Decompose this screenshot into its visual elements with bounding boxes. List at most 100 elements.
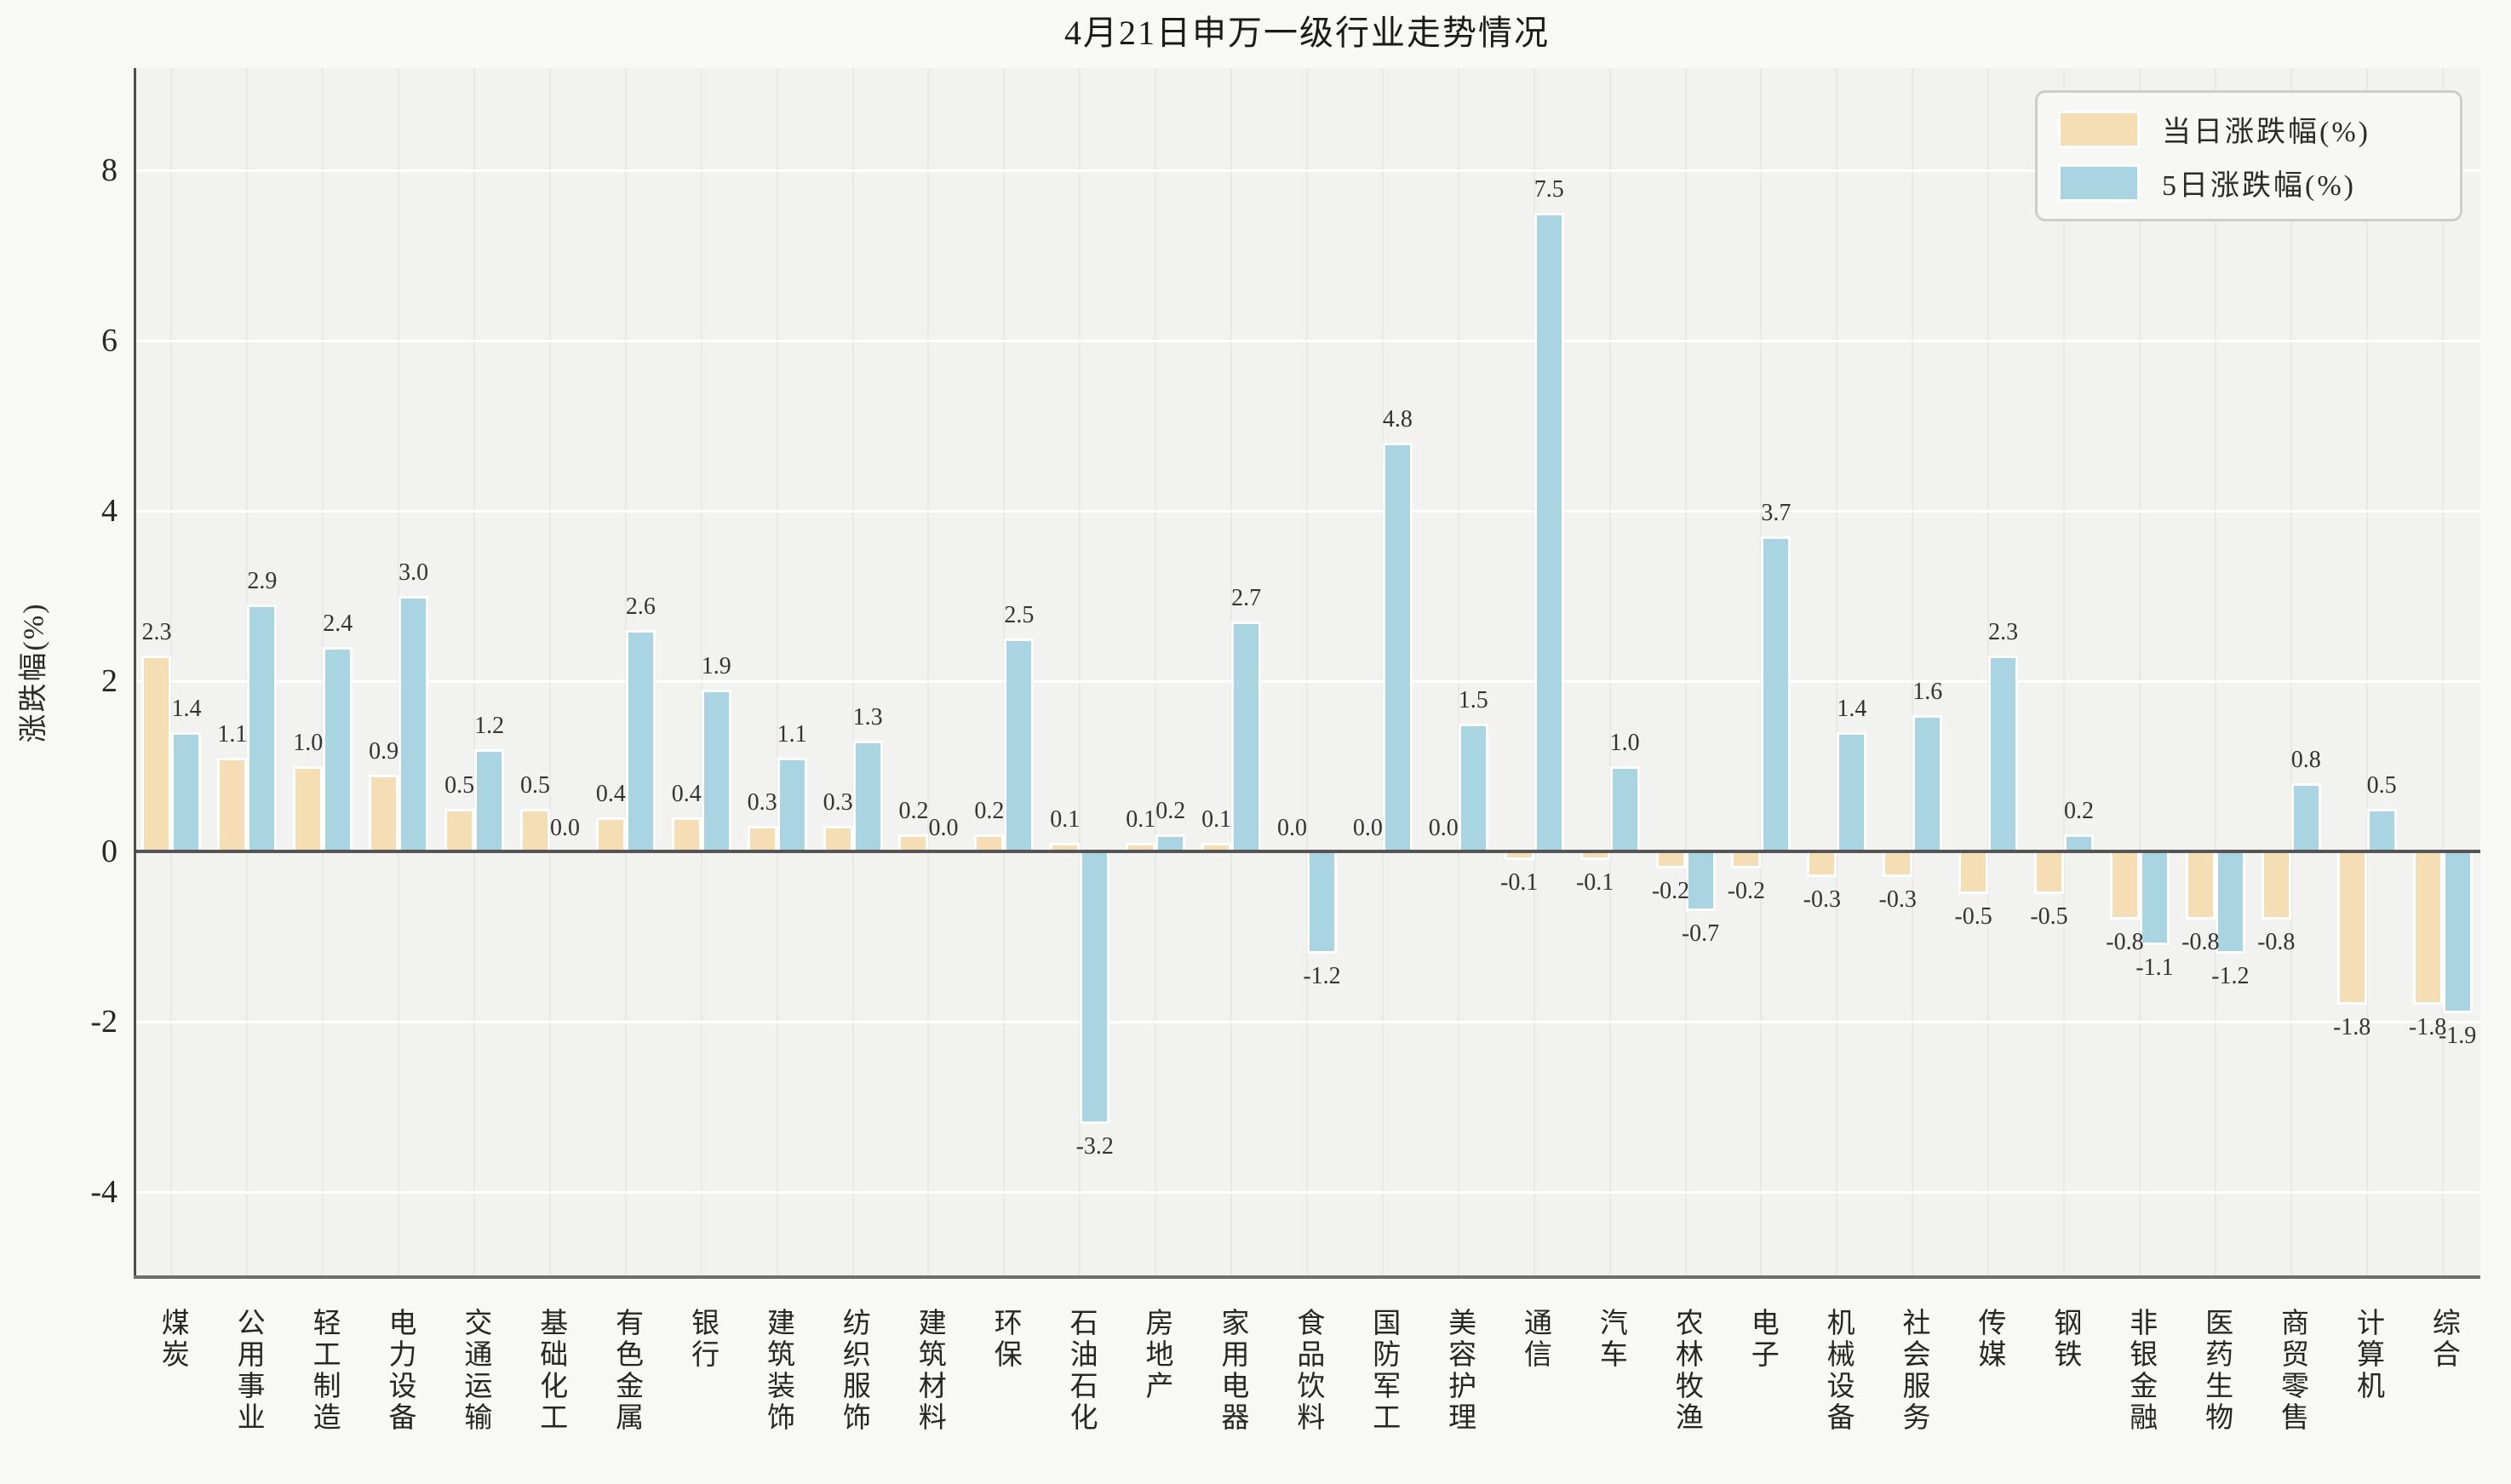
bar-value-label: 2.5: [1004, 602, 1035, 628]
bar-value-label: 1.2: [474, 713, 505, 739]
bar-value-label: 0.8: [2290, 747, 2321, 773]
bar-value-label: -0.8: [2181, 929, 2220, 955]
bar-daily: [747, 826, 777, 851]
bar-value-label: 1.5: [1458, 687, 1488, 713]
left-axis-spine: [134, 68, 136, 1279]
bar-value-label: -0.3: [1803, 886, 1841, 913]
vertical-gridline: [1155, 68, 1157, 1279]
y-tick-label: 6: [101, 323, 118, 358]
x-tick-label: 钢铁: [2049, 1308, 2080, 1371]
bar-5day: [323, 647, 353, 851]
x-tick-label: 建筑材料: [914, 1308, 945, 1434]
bar-value-label: 4.8: [1382, 406, 1413, 433]
bar-daily: [1050, 843, 1081, 851]
y-tick-label: -4: [90, 1174, 118, 1210]
bar-value-label: 3.7: [1761, 500, 1792, 526]
bar-5day: [1307, 851, 1337, 954]
horizontal-gridline: [134, 509, 2480, 513]
x-tick-label: 商贸零售: [2276, 1308, 2307, 1434]
bar-daily: [1126, 843, 1156, 851]
x-tick-label: 通信: [1519, 1308, 1551, 1371]
bar-daily: [2412, 851, 2443, 1005]
vertical-gridline: [170, 68, 173, 1279]
bar-daily: [519, 809, 550, 851]
bar-5day: [1988, 656, 2019, 851]
x-tick-label: 计算机: [2352, 1308, 2383, 1402]
vertical-gridline: [700, 68, 702, 1279]
bar-5day: [701, 690, 731, 851]
legend-label-daily: 当日涨跌幅(%): [2162, 117, 2371, 148]
vertical-gridline: [927, 68, 930, 1279]
x-tick-label: 机械设备: [1822, 1308, 1854, 1434]
bar-5day: [247, 604, 278, 851]
bar-5day: [2064, 834, 2095, 851]
bar-value-label: 0.2: [2064, 798, 2095, 824]
bar-value-label: -0.8: [2257, 929, 2296, 955]
bar-value-label: -1.1: [2135, 954, 2174, 981]
bar-value-label: 1.3: [852, 704, 883, 731]
vertical-gridline: [1608, 68, 1611, 1279]
bar-value-label: 0.0: [1277, 815, 1307, 841]
legend-item-5day: 5日涨跌幅(%): [2058, 162, 2439, 203]
bar-value-label: 0.5: [519, 772, 550, 799]
bar-daily: [1579, 851, 1610, 860]
bar-value-label: -1.2: [1303, 963, 1341, 989]
bar-5day: [1458, 724, 1488, 851]
x-tick-label: 煤炭: [157, 1308, 188, 1371]
bar-5day: [1231, 622, 1262, 851]
vertical-gridline: [2441, 68, 2444, 1279]
bar-5day: [1837, 732, 1867, 851]
x-tick-label: 建筑装饰: [762, 1308, 794, 1434]
bar-5day: [777, 758, 807, 851]
bar-5day: [1382, 443, 1413, 851]
x-tick-label: 电力设备: [383, 1308, 415, 1434]
bar-value-label: 2.7: [1231, 585, 1262, 611]
bar-value-label: 2.9: [247, 568, 278, 594]
bar-daily: [141, 656, 172, 851]
plot-area: 2.3 1.1 1.0 0.9 0.5 0.5 0.4 0.4 0.3 0.3 0.2 0.2 0.1 0…: [134, 68, 2480, 1279]
x-tick-label: 交通运输: [459, 1308, 490, 1434]
x-tick-label: 家用电器: [1216, 1308, 1247, 1434]
x-tick-label: 公用事业: [232, 1308, 264, 1434]
bar-value-label: 0.0: [549, 815, 580, 841]
bar-value-label: 0.1: [1126, 806, 1156, 833]
bar-5day: [1685, 851, 1716, 911]
bar-daily: [369, 775, 399, 851]
bar-value-label: 3.0: [398, 559, 429, 586]
bar-5day: [1534, 213, 1564, 851]
vertical-gridline: [776, 68, 778, 1279]
vertical-gridline: [2063, 68, 2066, 1279]
vertical-gridline: [1836, 68, 1838, 1279]
legend-item-daily: 当日涨跌幅(%): [2058, 108, 2439, 150]
bar-daily: [823, 826, 853, 851]
bar-daily: [1883, 851, 1913, 877]
bar-daily: [444, 809, 475, 851]
legend-swatch-5day: [2058, 163, 2140, 202]
bar-value-label: 0.1: [1201, 806, 1232, 833]
vertical-gridline: [851, 68, 854, 1279]
bar-5day: [2290, 783, 2321, 851]
x-tick-label: 电子: [1746, 1308, 1778, 1371]
bar-value-label: 2.6: [625, 593, 656, 620]
bar-5day: [2442, 851, 2473, 1013]
x-tick-label: 食品饮料: [1292, 1308, 1323, 1434]
bar-value-label: -0.2: [1651, 878, 1690, 904]
chart-title: 4月21日申万一级行业走势情况: [1064, 14, 1550, 52]
horizontal-gridline: [134, 169, 2480, 172]
legend-label-5day: 5日涨跌幅(%): [2162, 170, 2356, 202]
vertical-gridline: [2290, 68, 2292, 1279]
vertical-gridline: [473, 68, 476, 1279]
bar-value-label: 7.5: [1534, 176, 1564, 203]
bar-value-label: -3.2: [1075, 1133, 1114, 1160]
bar-5day: [625, 630, 656, 851]
bar-5day: [1004, 639, 1035, 851]
bar-5day: [398, 596, 429, 851]
bar-value-label: 0.2: [1155, 798, 1186, 824]
bar-value-label: 1.9: [701, 653, 731, 679]
bar-5day: [2139, 851, 2170, 945]
bar-value-label: -0.5: [2030, 903, 2068, 930]
y-tick-label: -2: [90, 1004, 118, 1040]
vertical-gridline: [2138, 68, 2141, 1279]
vertical-gridline: [1079, 68, 1081, 1279]
